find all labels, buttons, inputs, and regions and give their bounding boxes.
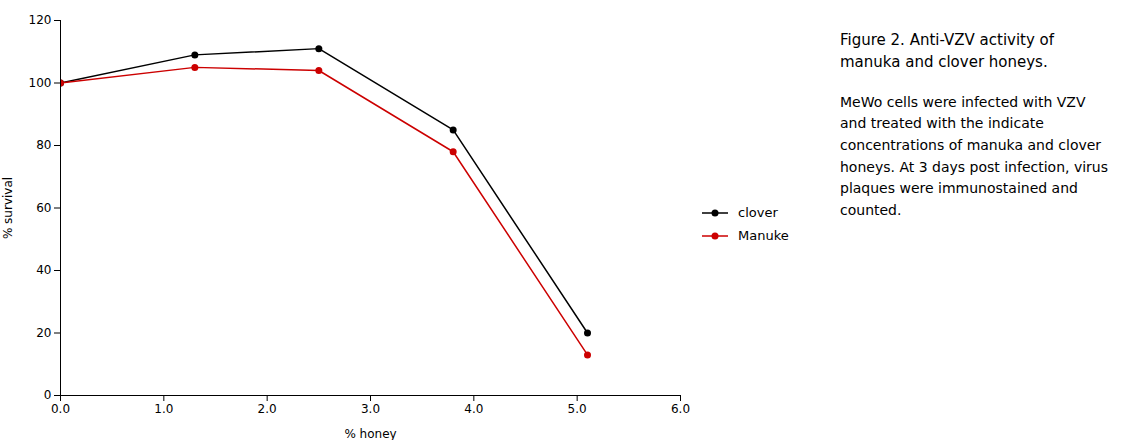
- svg-text:% honey: % honey: [344, 427, 396, 441]
- svg-text:1.0: 1.0: [154, 402, 173, 416]
- svg-text:4.0: 4.0: [464, 402, 483, 416]
- svg-text:100: 100: [29, 76, 52, 90]
- html-text:Manuke: Manuke: [738, 228, 789, 243]
- svg-text:2.0: 2.0: [258, 402, 277, 416]
- svg-text:40: 40: [36, 263, 51, 277]
- svg-text:80: 80: [36, 138, 51, 152]
- svg-text:0.0: 0.0: [51, 402, 70, 416]
- svg-text:60: 60: [36, 201, 51, 215]
- svg-text:0: 0: [44, 388, 52, 402]
- svg-text:120: 120: [29, 13, 52, 27]
- html-text:MeWo cells were infected with: MeWo cells were infected with VZV and tr…: [840, 93, 1108, 218]
- svg-text:5.0: 5.0: [568, 402, 587, 416]
- svg-text:% survival: % survival: [1, 177, 15, 239]
- svg-text:20: 20: [36, 326, 51, 340]
- html-text:Figure 2. Anti-VZV activity of: Figure 2. Anti-VZV activity of manuka an…: [840, 31, 1055, 71]
- svg-text:3.0: 3.0: [361, 402, 380, 416]
- html-text:clover: clover: [738, 205, 778, 220]
- svg-text:6.0: 6.0: [671, 402, 690, 416]
